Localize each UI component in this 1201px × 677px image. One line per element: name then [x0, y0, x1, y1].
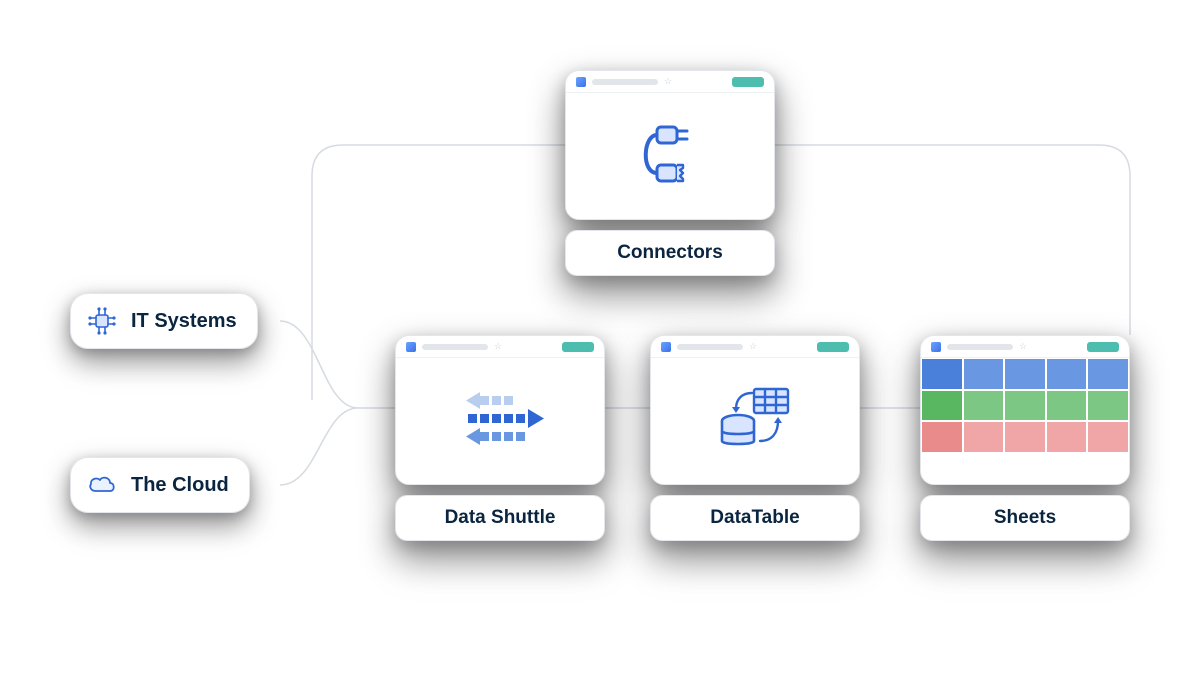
node-it-systems: IT Systems	[70, 293, 258, 349]
header-action	[732, 77, 764, 87]
star-icon: ☆	[749, 342, 757, 351]
header-action	[817, 342, 849, 352]
node-sheets: ☆ Sheets	[920, 335, 1130, 541]
url-placeholder	[592, 79, 658, 85]
window-titlebar: ☆	[651, 336, 859, 358]
node-data-shuttle: ☆	[395, 335, 605, 541]
url-placeholder	[422, 344, 488, 350]
color-grid-icon	[921, 358, 1129, 484]
star-icon: ☆	[1019, 342, 1027, 351]
plugs-icon	[631, 121, 709, 192]
header-action	[562, 342, 594, 352]
node-datatable-label: DataTable	[650, 495, 860, 541]
app-logo-icon	[406, 342, 416, 352]
node-connectors-label: Connectors	[565, 230, 775, 276]
url-placeholder	[947, 344, 1013, 350]
bidirectional-arrows-icon	[450, 384, 550, 459]
node-data-shuttle-label: Data Shuttle	[395, 495, 605, 541]
node-it-systems-label: IT Systems	[131, 310, 237, 333]
cloud-icon	[85, 468, 119, 502]
node-connectors: ☆	[565, 70, 775, 276]
node-sheets-label: Sheets	[920, 495, 1130, 541]
window-titlebar: ☆	[396, 336, 604, 358]
star-icon: ☆	[494, 342, 502, 351]
header-action	[1087, 342, 1119, 352]
diagram-canvas: IT Systems The Cloud ☆	[0, 0, 1201, 677]
node-the-cloud: The Cloud	[70, 457, 250, 513]
app-logo-icon	[576, 77, 586, 87]
app-logo-icon	[931, 342, 941, 352]
cpu-chip-icon	[85, 304, 119, 338]
window-titlebar: ☆	[566, 71, 774, 93]
window-titlebar: ☆	[921, 336, 1129, 358]
database-sync-icon	[712, 383, 798, 460]
url-placeholder	[677, 344, 743, 350]
app-logo-icon	[661, 342, 671, 352]
star-icon: ☆	[664, 77, 672, 86]
node-datatable: ☆	[650, 335, 860, 541]
node-the-cloud-label: The Cloud	[131, 474, 229, 497]
